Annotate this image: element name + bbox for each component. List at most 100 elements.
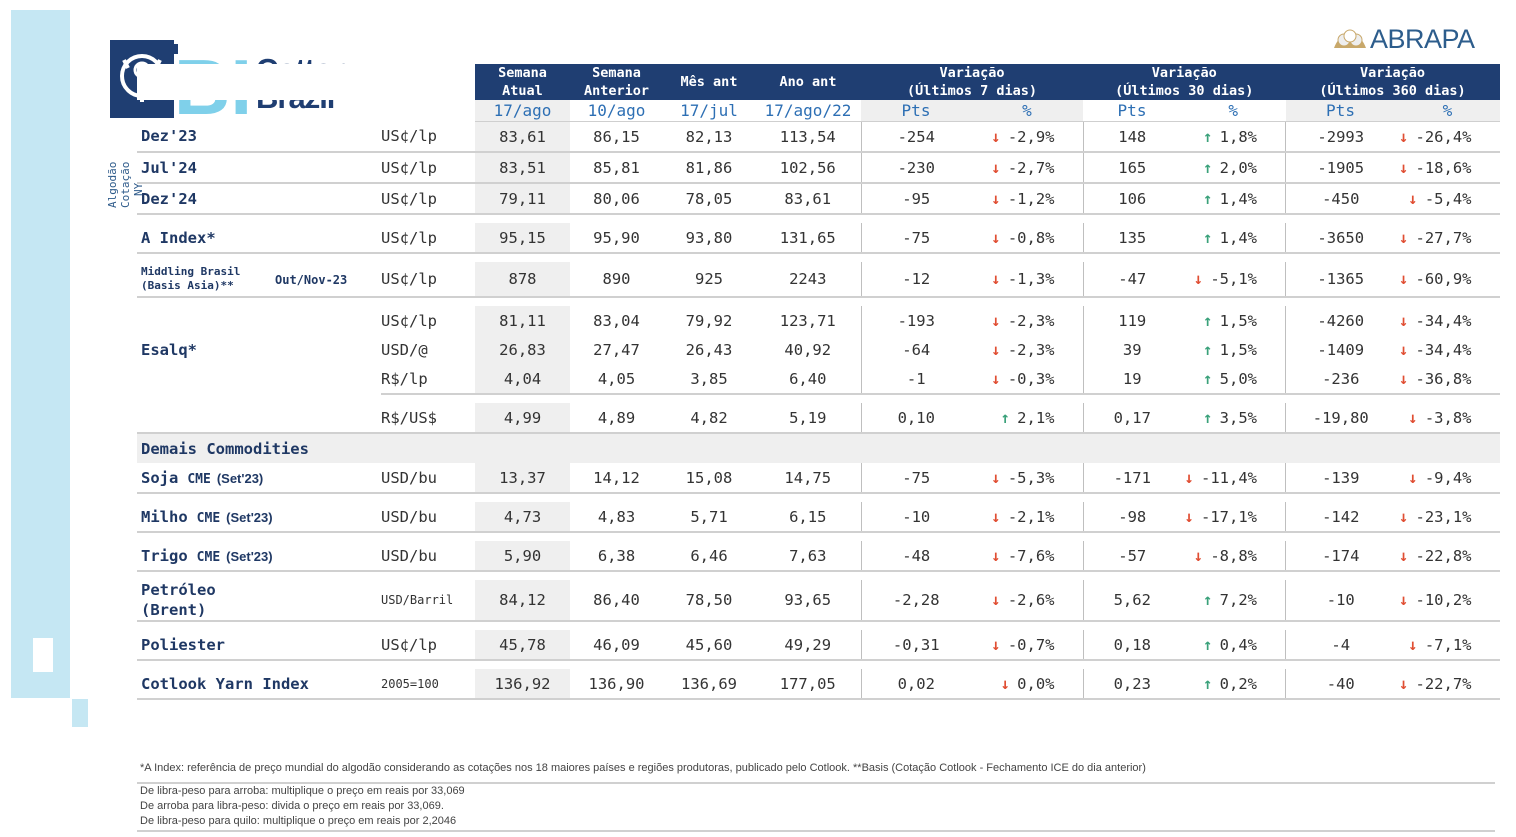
- row-value: 14,75: [755, 463, 861, 494]
- table-row: Dez'24 US¢/lp 79,11 80,06 78,05 83,61 -95 ↓ -1,2…: [137, 183, 1500, 215]
- row-value: 79,92: [685, 311, 733, 330]
- variation-percent: ↓ -2,3%: [971, 335, 1083, 364]
- variation-points: 0,02: [860, 669, 971, 700]
- row-name: Cotlook Yarn Index: [137, 669, 381, 700]
- variation-percent: ↓ -10,2%: [1395, 580, 1500, 622]
- row-value: 82,13: [663, 121, 755, 153]
- variation-points: -1905: [1285, 152, 1396, 184]
- row-value: 4,04: [475, 364, 570, 395]
- variation-points: -19,80: [1285, 403, 1396, 434]
- footnote-conversion-1: De libra-peso para arroba: multiplique o…: [140, 785, 465, 797]
- variation-points: -47: [1082, 262, 1181, 298]
- arrow-down-icon: ↓: [1408, 189, 1418, 208]
- row-unit: US¢/lp: [381, 223, 475, 254]
- variation-points: -1409: [1285, 335, 1396, 364]
- variation-percent: ↑ 2,1%: [971, 403, 1083, 434]
- variation-percent: ↓ -2,3%: [971, 306, 1083, 335]
- variation-points: 165: [1082, 152, 1181, 184]
- variation-points: -10: [860, 502, 971, 533]
- variation-points: -236: [1285, 364, 1396, 395]
- variation-points: -4: [1285, 630, 1396, 661]
- row-name: Poliester: [137, 630, 381, 661]
- variation-points: -48: [860, 541, 971, 572]
- variation-percent: ↓ 0,0%: [971, 669, 1083, 700]
- row-value: 131,65: [755, 223, 861, 254]
- variation-percent: ↓ -22,7%: [1395, 669, 1500, 700]
- arrow-up-icon: ↑: [1000, 408, 1010, 427]
- row-value: 45,78: [475, 630, 570, 661]
- table-header: Semana Atual Semana Anterior Mês ant Ano a…: [137, 64, 1500, 100]
- arrow-down-icon: ↓: [991, 340, 1001, 359]
- row-name: Soja CME (Set'23): [137, 463, 381, 494]
- row-value: 5,71: [663, 502, 755, 533]
- arrow-down-icon: ↓: [1193, 270, 1203, 288]
- row-value: 6,46: [663, 541, 755, 572]
- arrow-down-icon: ↓: [1408, 468, 1418, 487]
- variation-percent: ↑ 7,2%: [1181, 580, 1286, 622]
- header-current: Semana Atual: [475, 64, 570, 100]
- arrow-up-icon: ↑: [1203, 228, 1213, 247]
- row-value: 80,06: [570, 183, 663, 215]
- row-value: 123,71: [779, 311, 836, 330]
- row-value: 3,85: [663, 364, 755, 395]
- row-unit: US¢/lp: [381, 121, 475, 153]
- variation-points: -10: [1285, 580, 1396, 622]
- row-value: 81,86: [663, 152, 755, 184]
- row-value: 4,05: [570, 364, 663, 395]
- row-value: 93,65: [755, 580, 861, 622]
- row-value: 83,04: [593, 311, 640, 330]
- row-name: Milho CME (Set'23): [137, 502, 381, 533]
- arrow-down-icon: ↓: [1398, 270, 1409, 288]
- variation-points: -3650: [1285, 223, 1396, 254]
- variation-percent: ↓ -1,2%: [971, 183, 1083, 215]
- variation-percent: ↓ -5,3%: [971, 463, 1083, 494]
- variation-percent: ↓ -34,4%: [1396, 335, 1500, 364]
- row-value: 925: [663, 262, 755, 298]
- row-unit: US¢/lp: [381, 152, 475, 184]
- row-value: 136,69: [663, 669, 755, 700]
- variation-percent: ↓ -18,6%: [1395, 152, 1500, 184]
- section-title: Demais Commodities: [137, 433, 1500, 463]
- footnote-conversion-2: De arroba para libra-peso: divida o preç…: [140, 800, 444, 812]
- variation-points: -171: [1082, 463, 1181, 494]
- arrow-down-icon: ↓: [1398, 674, 1409, 693]
- row-name: Petróleo (Brent): [137, 580, 381, 622]
- arrow-up-icon: ↑: [1203, 311, 1213, 330]
- side-decoration-square: [72, 699, 88, 727]
- table-row: Soja CME (Set'23) USD/bu 13,37 14,12 15,08 14,7…: [137, 463, 1500, 494]
- arrow-down-icon: ↓: [1398, 311, 1409, 330]
- cotton-boll-icon: [1334, 29, 1366, 48]
- variation-percent: ↓ -36,8%: [1395, 364, 1500, 395]
- row-name: A Index*: [137, 223, 381, 254]
- variation-percent: ↓ -5,1%: [1181, 262, 1286, 298]
- arrow-down-icon: ↓: [991, 507, 1001, 526]
- arrow-down-icon: ↓: [991, 369, 1001, 388]
- row-value: 85,81: [570, 152, 663, 184]
- variation-points: -95: [860, 183, 971, 215]
- header-previous: Semana Anterior: [570, 64, 663, 100]
- variation-points: 119: [1082, 306, 1181, 335]
- arrow-down-icon: ↓: [991, 468, 1001, 487]
- arrow-down-icon: ↓: [991, 311, 1001, 330]
- row-value: 46,09: [570, 630, 663, 661]
- table-row: USD/@ 26,83 27,47 26,43 40,92 -64 ↓ -2,3% 39 ↑ 1,5…: [137, 335, 1500, 364]
- row-name: Dez'23: [137, 121, 381, 153]
- row-value: 15,08: [663, 463, 755, 494]
- variation-points: -64: [860, 335, 971, 364]
- row-value: 95,15: [475, 223, 570, 254]
- arrow-down-icon: ↓: [1408, 635, 1418, 654]
- table-row: R$/lp 4,04 4,05 3,85 6,40 -1 ↓ -0,3% 19 ↑ 5,0% -236…: [137, 364, 1500, 395]
- variation-points: 106: [1082, 183, 1181, 215]
- row-value: 113,54: [755, 121, 861, 153]
- row-value: 890: [570, 262, 663, 298]
- row-value: 40,92: [784, 340, 832, 359]
- variation-points: -174: [1285, 541, 1396, 572]
- row-unit: USD/Barril: [381, 580, 475, 622]
- variation-points: 39: [1082, 335, 1181, 364]
- variation-percent: ↓ -3,8%: [1395, 403, 1500, 434]
- variation-points: 0,23: [1082, 669, 1181, 700]
- contract-label: Out/Nov-23: [275, 273, 348, 287]
- row-value: 5,90: [475, 541, 570, 572]
- variation-percent: ↓ -26,4%: [1395, 121, 1500, 153]
- header-var360: Variação (Últimos 360 dias): [1285, 64, 1500, 100]
